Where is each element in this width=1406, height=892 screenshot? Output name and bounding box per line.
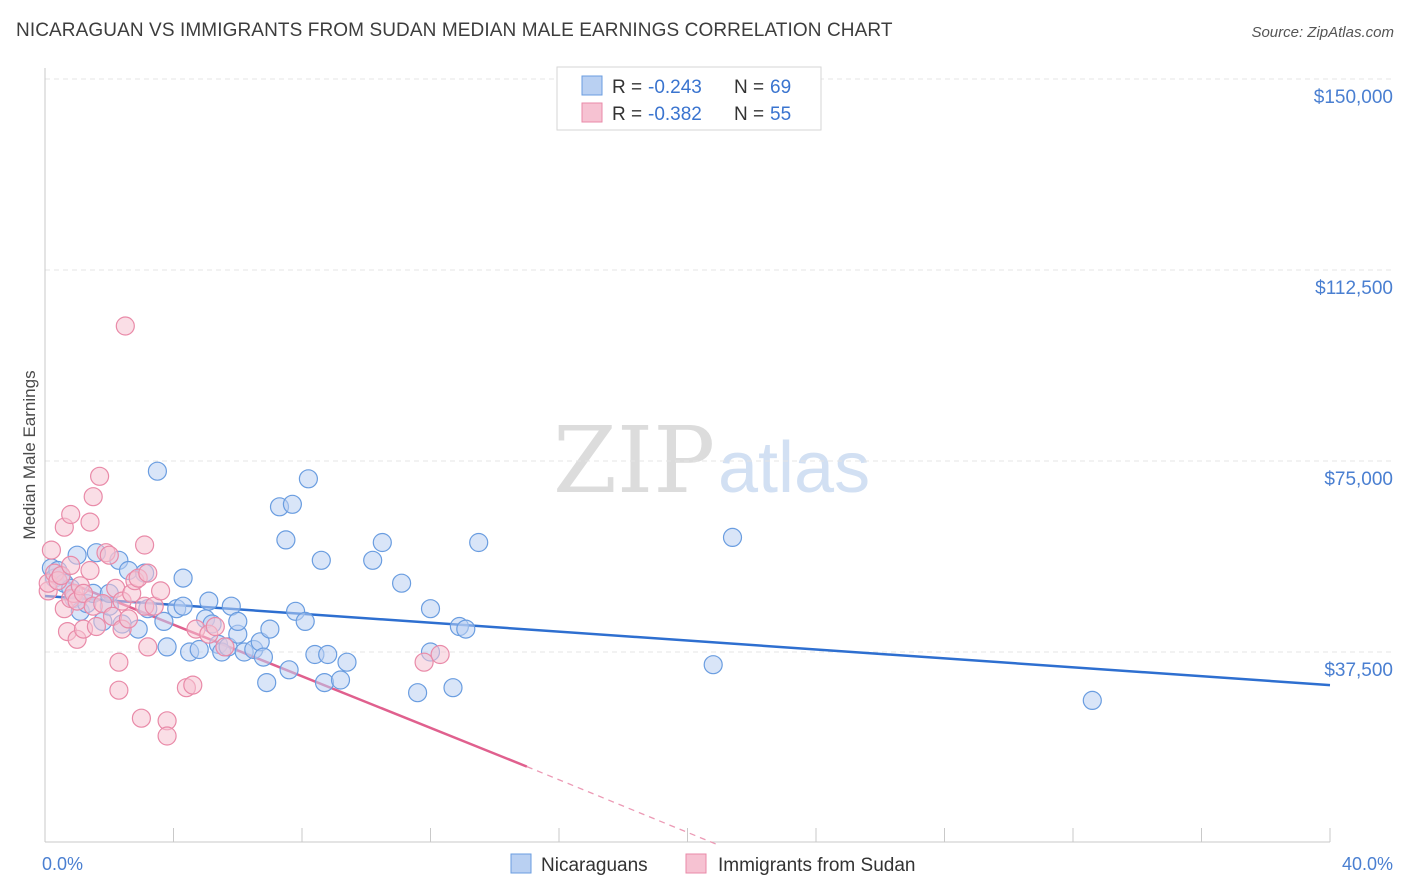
point-sudan — [131, 708, 151, 728]
point-nicaraguans — [173, 568, 193, 588]
point-nicaraguans — [1082, 690, 1102, 711]
point-sudan — [183, 675, 203, 695]
point-nicaraguans — [314, 672, 335, 693]
point-sudan — [205, 616, 225, 637]
trend-line-sudan-extension — [526, 765, 720, 847]
legend-n-value-2: 55 — [770, 104, 791, 125]
grid-lines — [45, 78, 1395, 653]
point-nicaraguans — [469, 532, 489, 553]
point-nicaraguans — [154, 611, 174, 632]
point-sudan — [73, 583, 94, 604]
legend-n-label-1: N = — [734, 77, 769, 98]
legend-n-label-2: N = — [734, 104, 769, 125]
bottom-swatch-nicaraguans — [510, 853, 532, 874]
point-nicaraguans — [228, 611, 248, 632]
point-sudan — [109, 652, 129, 672]
legend-r-label-1: R = — [612, 77, 647, 98]
point-nicaraguans — [443, 678, 463, 698]
legend-swatch-nicaraguans — [581, 75, 603, 96]
point-nicaraguans — [703, 655, 723, 675]
y-tick-label: $37,500 — [1324, 660, 1393, 681]
bottom-swatch-sudan — [685, 853, 707, 874]
point-sudan — [138, 637, 158, 657]
point-nicaraguans — [330, 670, 351, 690]
point-nicaraguans — [318, 644, 338, 665]
point-sudan — [118, 609, 139, 629]
point-sudan — [138, 563, 158, 583]
point-sudan — [99, 545, 119, 565]
trend-line-nicaraguans — [44, 594, 1331, 687]
legend-r-value-2: -0.382 — [648, 104, 702, 125]
point-nicaraguans — [189, 639, 209, 660]
point-nicaraguans — [392, 573, 412, 593]
point-sudan — [115, 316, 135, 336]
y-axis-label: Median Male Earnings — [20, 370, 39, 539]
point-nicaraguans — [456, 619, 476, 639]
point-sudan — [89, 466, 110, 486]
axes: $37,500 $75,000 $112,500 $150,000 — [44, 68, 1393, 843]
legend-swatch-sudan — [581, 102, 603, 123]
point-nicaraguans — [173, 596, 193, 616]
point-nicaraguans — [372, 532, 392, 553]
point-nicaraguans — [295, 611, 315, 632]
point-nicaraguans — [199, 591, 219, 611]
point-sudan — [61, 555, 81, 576]
point-nicaraguans — [253, 647, 273, 667]
point-nicaraguans — [257, 672, 277, 693]
y-tick-label: $75,000 — [1324, 469, 1393, 490]
legend-r-label-2: R = — [612, 104, 647, 125]
chart-title: NICARAGUAN VS IMMIGRANTS FROM SUDAN MEDI… — [16, 20, 893, 41]
y-tick-label: $112,500 — [1315, 278, 1393, 299]
x-tick-label-min: 0.0% — [42, 854, 83, 874]
point-nicaraguans — [408, 683, 428, 703]
y-tick-label: $150,000 — [1314, 87, 1393, 108]
point-nicaraguans — [157, 637, 177, 657]
point-sudan — [93, 593, 113, 614]
point-nicaraguans — [147, 461, 167, 481]
point-sudan — [414, 652, 434, 672]
data-points — [38, 316, 1102, 746]
legend-r-value-1: -0.243 — [648, 77, 702, 98]
point-sudan — [135, 535, 155, 555]
point-nicaraguans — [260, 619, 280, 639]
x-tick-label-max: 40.0% — [1342, 854, 1393, 874]
point-sudan — [80, 560, 100, 581]
series-legend: Nicaraguans Immigrants from Sudan — [510, 853, 915, 876]
point-sudan — [61, 504, 81, 525]
point-sudan — [151, 581, 171, 601]
point-sudan — [83, 487, 103, 507]
point-nicaraguans — [420, 599, 441, 619]
point-nicaraguans — [276, 530, 296, 550]
point-sudan — [80, 512, 100, 532]
bottom-label-sudan: Immigrants from Sudan — [718, 855, 915, 876]
point-sudan — [215, 637, 235, 657]
point-nicaraguans — [722, 527, 743, 548]
legend-n-value-1: 69 — [770, 77, 791, 98]
point-nicaraguans — [298, 469, 318, 489]
watermark-atlas: atlas — [718, 428, 870, 508]
point-nicaraguans — [279, 660, 299, 680]
point-sudan — [86, 616, 107, 637]
point-nicaraguans — [311, 550, 331, 570]
point-nicaraguans — [337, 652, 357, 672]
stats-legend: R = -0.243 N = 69 R = -0.382 N = 55 — [556, 66, 822, 131]
point-nicaraguans — [282, 494, 302, 514]
point-sudan — [109, 680, 129, 700]
point-sudan — [157, 726, 177, 746]
point-nicaraguans — [363, 550, 383, 570]
bottom-label-nicaraguans: Nicaraguans — [541, 855, 648, 876]
point-sudan — [430, 644, 450, 665]
source-label: Source: ZipAtlas.com — [1251, 24, 1394, 41]
point-sudan — [41, 540, 62, 560]
